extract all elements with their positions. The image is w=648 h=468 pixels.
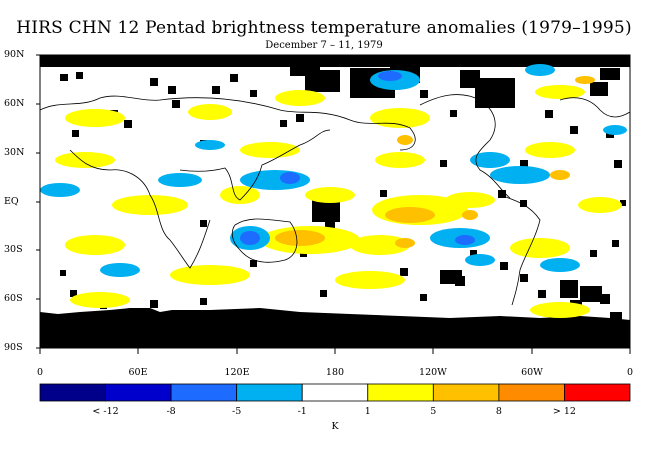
colorbar-tick-label: -5	[232, 406, 242, 417]
colorbar-swatch	[39, 383, 106, 402]
lat-label: EQ	[4, 196, 19, 207]
lon-label: 120W	[419, 367, 447, 378]
lat-label: 90S	[4, 342, 23, 353]
colorbar-swatch	[564, 383, 631, 402]
colorbar-tick-label: 1	[364, 406, 371, 417]
anomaly-yellow-fields	[55, 85, 622, 318]
colorbar-swatch	[170, 383, 238, 402]
lat-label: 30S	[4, 244, 23, 255]
lat-label: 90N	[4, 49, 25, 60]
lat-ticks	[36, 54, 40, 349]
lat-label: 60S	[4, 293, 23, 304]
colorbar-swatch	[236, 383, 303, 402]
colorbar-tick-label: -8	[166, 406, 176, 417]
colorbar-tick-label: > 12	[552, 406, 576, 417]
colorbar-swatch	[432, 383, 500, 402]
lon-label: 180	[325, 367, 345, 378]
colorbar-swatch	[367, 383, 434, 402]
colorbar-tick-label: < -12	[92, 406, 119, 417]
colorbar-swatch	[105, 383, 172, 402]
lon-ticks	[39, 348, 631, 354]
anomaly-orange-fields	[275, 76, 595, 248]
colorbar-swatch	[301, 383, 369, 402]
lon-label: 0	[626, 367, 634, 378]
anomaly-blue-fields	[240, 71, 475, 245]
lat-label: 60N	[4, 98, 25, 109]
lon-label: 60E	[128, 367, 148, 378]
lon-label: 0	[36, 367, 44, 378]
colorbar-tick-label: 5	[430, 406, 437, 417]
colorbar-tick-label: -1	[297, 406, 307, 417]
lat-label: 30N	[4, 147, 25, 158]
lon-label: 60W	[521, 367, 543, 378]
map-subtitle: December 7 – 11, 1979	[265, 40, 383, 51]
coastlines	[39, 94, 631, 306]
map-title: HIRS CHN 12 Pentad brightness temperatur…	[16, 18, 632, 38]
colorbar	[39, 383, 631, 402]
colorbar-swatch	[498, 383, 565, 402]
colorbar-tick-label: 8	[495, 406, 502, 417]
colorbar-unit-label: K	[331, 421, 339, 432]
lon-label: 120E	[224, 367, 250, 378]
